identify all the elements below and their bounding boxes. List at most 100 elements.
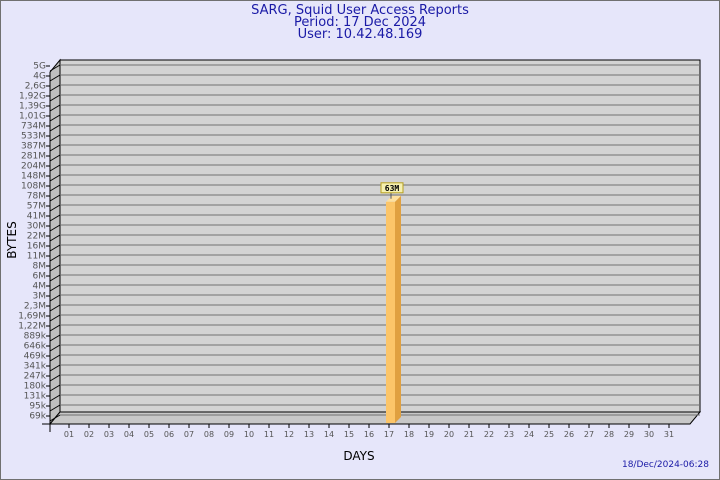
grid-line-side (49, 344, 61, 352)
grid-line-side (49, 384, 61, 392)
grid-line-side (49, 144, 61, 152)
y-tick-label: 95k (29, 402, 46, 412)
y-tick-label: 22M (27, 232, 46, 242)
y-tick-label: 646k (24, 342, 47, 352)
x-tick-label: 15 (344, 430, 354, 439)
x-tick-label: 17 (384, 430, 394, 439)
y-tick-label: 1,22M (18, 322, 46, 332)
x-tick-label: 05 (144, 430, 154, 439)
grid-line-side (49, 114, 61, 122)
y-tick-label: 180k (24, 382, 47, 392)
plot-back-wall (59, 59, 701, 413)
y-tick-label: 341k (24, 362, 47, 372)
x-tick-label: 19 (424, 430, 434, 439)
x-axis-label: DAYS (343, 449, 374, 463)
x-tick-label: 09 (224, 430, 234, 439)
y-tick-label: 1,39G (19, 102, 46, 112)
grid-line-side (49, 224, 61, 232)
grid-line-side (49, 94, 61, 102)
x-tick-label: 16 (364, 430, 374, 439)
grid-line-side (49, 64, 61, 72)
y-tick-label: 4G (33, 72, 46, 82)
grid-line-side (49, 404, 61, 412)
x-tick-label: 04 (124, 430, 134, 439)
chart-period: Period: 17 Dec 2024 (293, 15, 427, 30)
x-tick-label: 22 (484, 430, 494, 439)
grid-line-side (49, 334, 61, 342)
y-tick-label: 41M (27, 212, 46, 222)
grid-line-side (49, 164, 61, 172)
y-tick-label: 3M (33, 292, 47, 302)
y-axis-label: BYTES (5, 221, 19, 258)
grid-line-side (49, 74, 61, 82)
y-tick-label: 69k (29, 412, 46, 422)
x-tick-label: 31 (664, 430, 674, 439)
y-tick-label: 281M (21, 152, 46, 162)
x-tick-label: 02 (84, 430, 94, 439)
y-tick-label: 469k (24, 352, 47, 362)
x-tick-label: 23 (504, 430, 514, 439)
x-tick-label: 01 (64, 430, 74, 439)
x-tick-label: 07 (184, 430, 194, 439)
plot-floor (48, 411, 702, 425)
y-tick-label: 131k (24, 392, 47, 402)
y-tick-label: 1,01G (19, 112, 46, 122)
grid-line-side (49, 104, 61, 112)
x-tick-label: 03 (104, 430, 114, 439)
x-tick-label: 11 (264, 430, 274, 439)
grid-line-side (49, 284, 61, 292)
grid-line-side (49, 394, 61, 402)
y-tick-label: 4M (33, 282, 47, 292)
grid-line-side (49, 134, 61, 142)
x-tick-label: 08 (204, 430, 214, 439)
y-tick-label: 6M (33, 272, 47, 282)
y-tick-label: 387M (21, 142, 46, 152)
x-tick-label: 24 (524, 430, 534, 439)
y-tick-label: 204M (21, 162, 46, 172)
y-tick-label: 78M (27, 192, 46, 202)
grid-line-side (49, 204, 61, 212)
chart-user: User: 10.42.48.169 (297, 27, 423, 42)
grid-line-side (49, 214, 61, 222)
generated-timestamp: 18/Dec/2024-06:28 (621, 460, 709, 470)
x-tick-label: 29 (624, 430, 634, 439)
y-tick-label: 1,69M (18, 312, 46, 322)
x-tick-label: 28 (604, 430, 614, 439)
x-tick-label: 18 (404, 430, 414, 439)
grid-line-side (49, 314, 61, 322)
x-tick-label: 26 (564, 430, 574, 439)
x-tick-label: 20 (444, 430, 454, 439)
y-tick-label: 16M (27, 242, 46, 252)
x-tick-label: 14 (324, 430, 334, 439)
x-tick-label: 27 (584, 430, 594, 439)
grid-line-side (49, 84, 61, 92)
y-tick-label: 247k (24, 372, 47, 382)
grid-line-side (49, 124, 61, 132)
grid-line-side (49, 254, 61, 262)
grid-line-side (49, 184, 61, 192)
x-tick-label: 30 (644, 430, 654, 439)
y-tick-label: 889k (24, 332, 47, 342)
x-tick-label: 21 (464, 430, 474, 439)
grid-line-side (49, 374, 61, 382)
x-tick-label: 06 (164, 430, 174, 439)
y-tick-label: 108M (21, 182, 46, 192)
y-tick-label: 5G (33, 62, 46, 72)
y-tick-label: 734M (21, 122, 46, 132)
y-tick-label: 2,6G (25, 82, 46, 92)
y-tick-label: 533M (21, 132, 46, 142)
grid-line-side (49, 154, 61, 162)
grid-line-side (49, 364, 61, 372)
grid-line-side (49, 324, 61, 332)
grid-line-side (49, 274, 61, 282)
x-tick-label: 13 (304, 430, 314, 439)
x-tick-label: 10 (244, 430, 254, 439)
grid-line-side (49, 304, 61, 312)
grid-line-side (49, 234, 61, 242)
y-tick-label: 11M (27, 252, 46, 262)
y-tick-label: 148M (21, 172, 46, 182)
x-tick-label: 12 (284, 430, 294, 439)
bar (386, 201, 395, 423)
y-tick-label: 8M (33, 262, 47, 272)
